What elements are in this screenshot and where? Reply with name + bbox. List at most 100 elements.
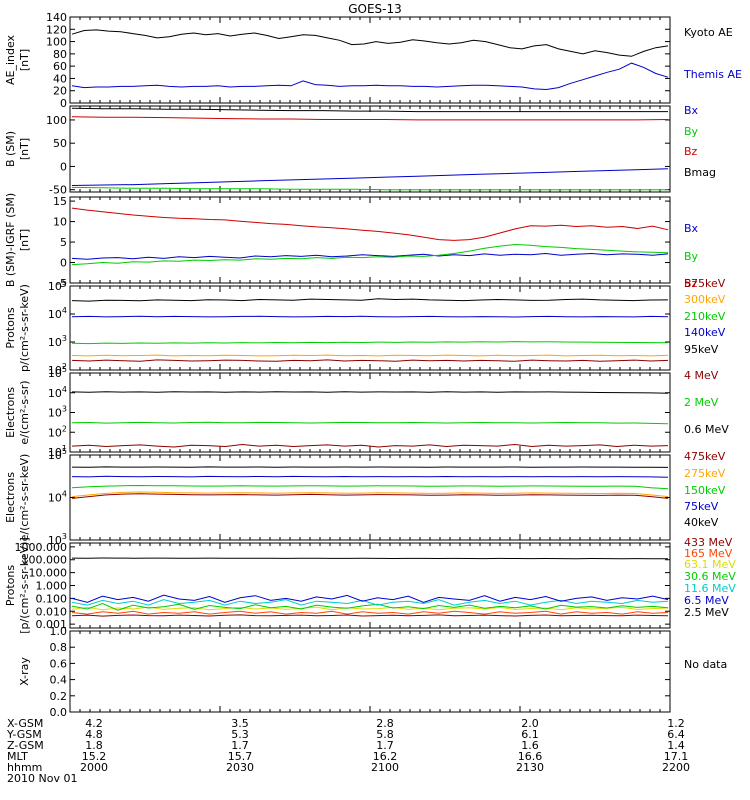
y-axis-label: Protons <box>4 307 17 348</box>
series-line-165-mev <box>71 610 669 615</box>
y-tick-label: 15 <box>53 195 67 208</box>
panel-8: 1.0 0.8 0.6 0.4 0.2 0.0 X-ray No data <box>18 625 727 719</box>
legend-entry: 433 MeV <box>684 536 733 549</box>
series-line-by <box>71 186 668 191</box>
legend-entry: 2 MeV <box>684 396 719 409</box>
x-row-value: 2200 <box>662 761 690 774</box>
y-tick-label: 80 <box>53 48 67 61</box>
series-line-75kev <box>71 475 669 478</box>
x-row-value: 16.2 <box>373 750 398 763</box>
x-row-value: 1.6 <box>521 739 539 752</box>
x-row-value: 6.4 <box>667 728 685 741</box>
legend-entry: 300keV <box>684 293 726 306</box>
y-tick-label: 0.001 <box>36 618 68 631</box>
series-line-6.5-mev <box>71 594 669 603</box>
y-tick-label: 10 <box>53 216 67 229</box>
y-tick-label: 104 <box>48 490 67 505</box>
series-line-150kev <box>71 484 669 490</box>
series-line-63.1-mev <box>71 606 669 611</box>
y-tick-label: 50 <box>53 137 67 150</box>
y-tick-label: 105 <box>48 447 67 462</box>
y-tick-label: 103 <box>48 405 67 420</box>
panel-frame <box>69 454 671 541</box>
y-tick-label: 40 <box>53 72 67 85</box>
series-line-bz <box>71 116 669 121</box>
legend-entry: Bx <box>684 222 699 235</box>
series-line-bz <box>71 207 669 241</box>
y-tick-label: 120 <box>46 23 67 36</box>
y-tick-label: 103 <box>48 334 67 349</box>
series-line-0.6-mev <box>71 391 669 394</box>
x-row-value: 2130 <box>516 761 544 774</box>
series-line-30.6-mev <box>71 602 669 611</box>
legend-entry: 150keV <box>684 484 726 497</box>
x-row-label: hhmm <box>7 761 42 774</box>
y-tick-label: 100 <box>46 114 67 127</box>
y-tick-label: 0.010 <box>36 605 68 618</box>
legend-entry: 140keV <box>684 326 726 339</box>
y-axis-label: Electrons <box>4 472 17 523</box>
legend-entry: 40keV <box>684 516 719 529</box>
panel-frame <box>69 285 671 371</box>
panel-frame <box>69 630 671 713</box>
panel-frame <box>69 105 671 193</box>
panel-7: 1000.000100.00010.0001.0000.1000.0100.00… <box>4 536 736 634</box>
y-tick-label: 100.000 <box>22 554 68 567</box>
x-row-value: 5.3 <box>231 728 249 741</box>
series-line-300kev <box>71 354 669 357</box>
legend-entry: Kyoto AE <box>684 26 733 39</box>
y-tick-label: 0.2 <box>50 690 68 703</box>
legend-entry: 575keV <box>684 277 726 290</box>
y-tick-label: 105 <box>48 365 67 380</box>
x-axis-table: X-GSM 4.2 3.5 2.8 2.0 1.2 Y-GSM 4.8 5.3 5.8 6.1 6.4… <box>6 717 690 785</box>
y-tick-label: 10.000 <box>29 567 68 580</box>
y-tick-label: 105 <box>48 278 67 293</box>
y-tick-label: 102 <box>48 424 67 439</box>
legend-entry: 63.1 MeV <box>684 558 736 571</box>
legend-entry: 165 MeV <box>684 547 733 560</box>
x-row-value: 15.7 <box>228 750 253 763</box>
y-tick-label: 100 <box>46 36 67 49</box>
x-row-value: 2.0 <box>521 717 539 730</box>
series-line-by <box>71 243 669 266</box>
x-row-label: MLT <box>7 750 28 763</box>
x-row-value: 1.4 <box>667 739 685 752</box>
legend-entry: 2.5 MeV <box>684 606 729 619</box>
series-line-210kev <box>71 341 669 345</box>
x-row-value: 1.7 <box>376 739 394 752</box>
legend-entry: 475keV <box>684 450 726 463</box>
series-line-475kev <box>71 493 669 499</box>
x-row-value: 2000 <box>80 761 108 774</box>
series-line-140kev <box>71 315 669 318</box>
y-tick-label: 1.000 <box>36 580 68 593</box>
series-line-bx <box>71 168 669 186</box>
series-line-4-mev <box>71 443 669 448</box>
y-axis-label: Electrons <box>4 387 17 438</box>
y-tick-label: 0 <box>60 160 67 173</box>
y-axis-label: B (SM)-IGRF (SM) <box>4 193 17 287</box>
x-row-value: 4.2 <box>85 717 103 730</box>
series-line-40kev <box>71 466 669 468</box>
legend-entry: Bx <box>684 104 699 117</box>
y-axis-label: AE_index <box>4 34 17 85</box>
series-line-433-mev <box>71 614 669 617</box>
series-line-275kev <box>71 491 669 498</box>
legend-entry: By <box>684 250 699 263</box>
legend-entry: 95keV <box>684 343 719 356</box>
y-axis-label: B (SM) <box>4 131 17 167</box>
panel-2: 100 50 0 -50 B (SM) [nT] Bx By Bz Bmag <box>4 104 716 197</box>
y-tick-label: 1000.000 <box>15 541 68 554</box>
legend-entry: Themis AE <box>683 68 742 81</box>
series-line-2.5-mev <box>71 557 669 560</box>
x-row-value: 1.8 <box>85 739 103 752</box>
x-row-label: X-GSM <box>7 717 43 730</box>
y-axis-label: Protons <box>4 565 17 606</box>
y-tick-label: 5 <box>60 236 67 249</box>
y-axis-label: e/(cm²-s-sr-keV) <box>18 454 31 542</box>
date-label: 2010 Nov 01 <box>7 772 77 785</box>
y-tick-label: 0.4 <box>50 674 68 687</box>
legend-entry: By <box>684 125 699 138</box>
